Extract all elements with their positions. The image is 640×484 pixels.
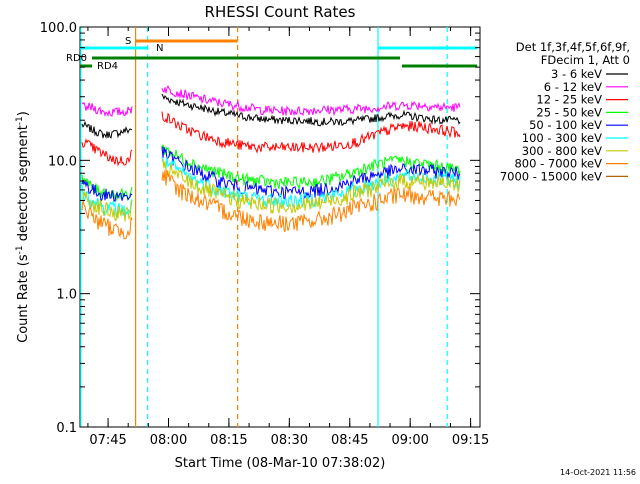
series-line: [161, 93, 461, 127]
legend-label: 100 - 300 keV: [522, 131, 602, 145]
x-tick-label: 09:15: [452, 433, 489, 448]
x-tick-label: 09:00: [391, 433, 428, 448]
x-tick-label: 08:30: [271, 433, 308, 448]
series-line: [161, 85, 461, 117]
series-line: [81, 120, 133, 139]
x-tick-label: 08:00: [150, 433, 187, 448]
series-line: [81, 179, 133, 202]
legend-header-2: FDecim 1, Att 0: [541, 53, 630, 67]
series-line: [81, 199, 133, 240]
series-line: [81, 101, 133, 118]
series-line: [81, 184, 133, 219]
y-label-end: ): [16, 111, 31, 116]
x-axis-ticks: 07:45 08:00 08:15 08:30 08:45 09:00 09:15: [87, 27, 489, 448]
legend-label: 25 - 50 keV: [536, 105, 602, 119]
y-tick-label: 0.1: [56, 421, 77, 436]
y-tick-label: 10.0: [48, 154, 77, 169]
flag-label-n: N: [156, 43, 163, 54]
legend-label: 800 - 7000 keV: [514, 157, 602, 171]
flag-label-rd4: RD4: [97, 61, 118, 72]
y-axis-label: Count Rate (s-1 detector segment-1): [15, 111, 31, 343]
legend-label: 50 - 100 keV: [529, 118, 602, 132]
series-line: [161, 158, 461, 215]
plot-frame: [79, 26, 481, 428]
y-axis-ticks: 0.1 1.0 10.0 100.0: [40, 21, 480, 436]
x-axis-label: Start Time (08-Mar-10 07:38:02): [175, 456, 386, 471]
y-label-main: Count Rate (s: [16, 254, 31, 343]
chart-title: RHESSI Count Rates: [205, 3, 356, 21]
series-line: [161, 146, 461, 200]
legend-label: 300 - 800 keV: [522, 144, 602, 158]
flag-bars: S N RD0 RD4: [66, 36, 478, 72]
series-line: [161, 169, 461, 233]
y-label-sup2: -1: [15, 116, 25, 125]
flag-label-s: S: [125, 36, 131, 47]
x-tick-label: 07:45: [89, 433, 126, 448]
series-line: [161, 111, 461, 154]
legend-label: 12 - 25 keV: [536, 93, 602, 107]
series-line: [81, 138, 133, 167]
series-line: [161, 144, 461, 190]
legend-header-1: Det 1f,3f,4f,5f,6f,9f,: [516, 40, 630, 54]
x-tick-label: 08:15: [210, 433, 247, 448]
series-lines: [81, 85, 461, 240]
flag-label-rd0: RD0: [66, 53, 87, 64]
x-tick-label: 08:45: [331, 433, 368, 448]
legend-label: 6 - 12 keV: [544, 80, 602, 94]
y-label-tail: detector segment: [16, 125, 31, 245]
y-label-sup: -1: [15, 245, 25, 254]
legend-label: 7000 - 15000 keV: [500, 169, 602, 183]
event-lines: [80, 27, 448, 427]
plot-border: [79, 26, 481, 428]
y-tick-label: 100.0: [40, 21, 77, 36]
footer-timestamp: 14-Oct-2021 11:56: [560, 468, 636, 477]
y-tick-label: 1.0: [56, 288, 77, 303]
legend-label: 3 - 6 keV: [551, 67, 602, 81]
legend: Det 1f,3f,4f,5f,6f,9f, FDecim 1, Att 0 3…: [500, 40, 630, 183]
